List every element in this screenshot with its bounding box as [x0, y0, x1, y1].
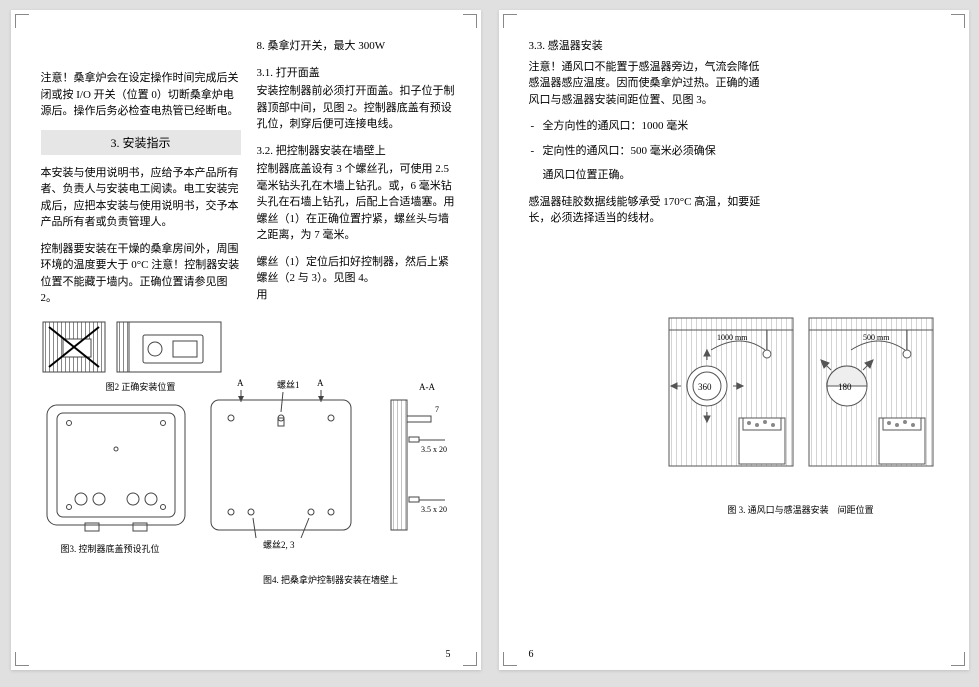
label-aa: A-A — [419, 382, 435, 392]
figure-4-caption: 图4. 把桑拿炉控制器安装在墙壁上 — [201, 573, 461, 586]
crop-mark — [503, 652, 517, 666]
bullet-item: 定向性的通风口：500 毫米必须确保 — [529, 143, 762, 160]
page-6: 3.3. 感温器安装 注意！通风口不能置于感温器旁边，气流会降低感温器感应温度。… — [499, 10, 969, 670]
list-item-8: 8. 桑拿灯开关，最大 300W — [257, 38, 457, 55]
crop-mark — [503, 14, 517, 28]
figure-vent-caption: 图 3. 通风口与感温器安装 间距位置 — [661, 503, 941, 516]
warning-text: 注意！通风口不能置于感温器旁边，气流会降低感温器感应温度。因而使桑拿炉过热。正确… — [529, 59, 762, 109]
fig2-correct-icon — [115, 317, 225, 377]
fig2-wrong-icon — [41, 317, 107, 377]
bullet-item: 全方向性的通风口：1000 毫米 — [529, 118, 762, 135]
crop-mark — [15, 652, 29, 666]
label-180: 180 — [838, 382, 852, 392]
label-dim: 3.5 x 20 — [421, 505, 447, 514]
svg-text:7: 7 — [435, 405, 439, 414]
svg-text:A: A — [317, 378, 324, 388]
figure-2 — [41, 317, 241, 377]
heading-3-2: 3.2. 把控制器安装在墙壁上 — [257, 143, 457, 160]
page-5: 注意！桑拿炉会在设定操作时间完成后关闭或按 I/O 开关（位置 0）切断桑拿炉电… — [11, 10, 481, 670]
label-500: 500 mm — [863, 333, 890, 342]
label-screw23: 螺丝2, 3 — [263, 539, 295, 550]
page-number: 6 — [529, 649, 534, 660]
label-1000: 1000 mm — [717, 333, 748, 342]
column-left: 3.3. 感温器安装 注意！通风口不能置于感温器旁边，气流会降低感温器感应温度。… — [529, 38, 762, 227]
warning-text: 注意！桑拿炉会在设定操作时间完成后关闭或按 I/O 开关（位置 0）切断桑拿炉电… — [41, 70, 241, 120]
paragraph: 感温器硅胶数据线能够承受 170°C 高温，如要延长，必须选择适当的线材。 — [529, 194, 762, 227]
crop-mark — [463, 652, 477, 666]
label-screw1: 螺丝1 — [277, 379, 300, 390]
paragraph: 控制器底盖设有 3 个螺丝孔，可使用 2.5 毫米钻头孔在木墙上钻孔。或，6 毫… — [257, 161, 457, 244]
paragraph: 控制器要安装在干燥的桑拿房间外，周围环境的温度要大于 0°C 注意！控制器安装位… — [41, 241, 241, 307]
heading-3-3: 3.3. 感温器安装 — [529, 38, 762, 55]
paragraph: 通风口位置正确。 — [529, 167, 762, 184]
label-dim: 3.5 x 20 — [421, 445, 447, 454]
crop-mark — [15, 14, 29, 28]
figure-3 — [41, 399, 191, 539]
paragraph: 本安装与使用说明书，应给予本产品所有者、负责人与安装电工阅读。电工安装完成后，应… — [41, 165, 241, 231]
page-number: 5 — [446, 649, 451, 660]
figure-4: A A 螺丝1 螺丝2, 3 A-A 7 3.5 x 20 — [201, 370, 461, 592]
figure-vent: 360 1000 mm 180 — [661, 310, 941, 522]
paragraph: 安装控制器前必须打开面盖。扣子位于制器顶部中间，见图 2。控制器底盖有预设孔位，… — [257, 83, 457, 133]
section-heading-3: 3. 安装指示 — [41, 130, 241, 155]
label-360: 360 — [698, 382, 712, 392]
heading-3-1: 3.1. 打开面盖 — [257, 65, 457, 82]
crop-mark — [463, 14, 477, 28]
crop-mark — [951, 652, 965, 666]
svg-text:A: A — [237, 378, 244, 388]
crop-mark — [951, 14, 965, 28]
paragraph: 螺丝（1）定位后扣好控制器，然后上紧螺丝（2 与 3）。见图 4。 用 — [257, 254, 457, 304]
